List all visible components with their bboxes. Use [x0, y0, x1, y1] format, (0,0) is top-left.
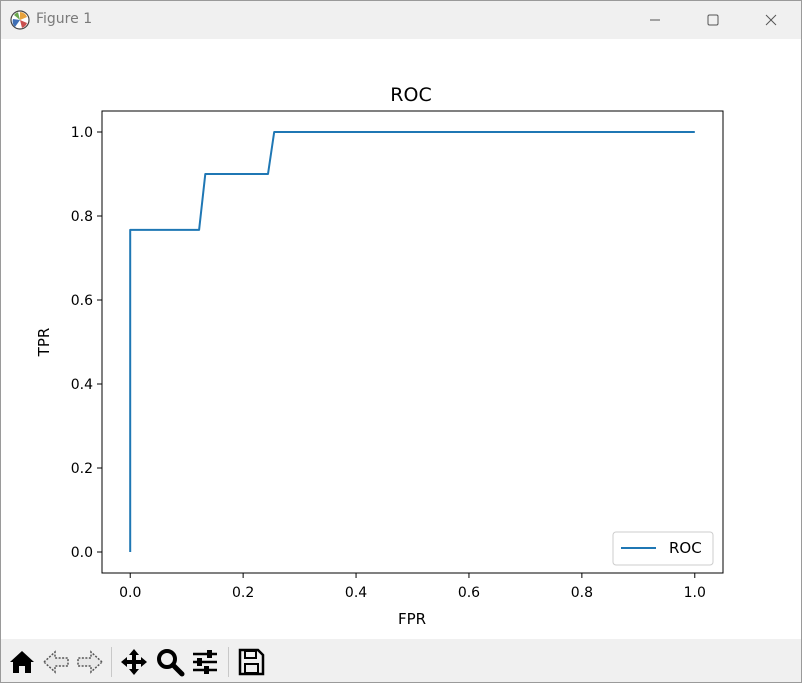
- close-icon: [765, 14, 777, 26]
- save-floppy-icon: [238, 648, 265, 676]
- pan-move-icon: [121, 649, 147, 675]
- pan-button[interactable]: [119, 647, 149, 677]
- x-tick-label: 0.8: [571, 585, 593, 601]
- save-button[interactable]: [236, 647, 266, 677]
- y-tick-label: 1.0: [71, 125, 93, 141]
- configure-subplots-icon: [193, 650, 217, 674]
- home-icon: [10, 651, 34, 673]
- y-tick-label: 0.6: [71, 293, 93, 309]
- legend: ROC: [612, 531, 714, 566]
- maximize-button[interactable]: [690, 1, 736, 39]
- zoom-button[interactable]: [155, 647, 185, 677]
- zoom-magnifier-icon: [157, 649, 185, 677]
- window-title: Figure 1: [36, 11, 93, 27]
- matplotlib-app-icon: [10, 10, 30, 30]
- y-tick-label: 0.0: [71, 545, 93, 561]
- minimize-button[interactable]: [632, 1, 678, 39]
- maximize-icon: [707, 14, 719, 26]
- chart-title: ROC: [390, 84, 431, 106]
- x-tick-label: 0.6: [458, 585, 480, 601]
- roc-series-line: [129, 131, 695, 552]
- y-tick-label: 0.8: [71, 209, 93, 225]
- back-button[interactable]: [41, 647, 71, 677]
- y-tick-label: 0.2: [71, 461, 93, 477]
- toolbar-separator: [111, 647, 112, 677]
- y-axis-label: TPR: [35, 328, 53, 358]
- navigation-toolbar: [1, 639, 801, 682]
- back-arrow-icon: [42, 650, 69, 674]
- figure-canvas[interactable]: ROC 0.0 0.2 0.4 0.6 0.8 1.0 0.0 0.2 0.4 0.6 0.8 1.0…: [1, 39, 801, 639]
- minimize-icon: [650, 19, 660, 21]
- title-bar: Figure 1: [1, 1, 801, 39]
- x-axis-label: FPR: [398, 610, 426, 628]
- x-tick-label: 0.0: [119, 585, 141, 601]
- axes-frame: [101, 110, 724, 574]
- close-button[interactable]: [748, 1, 794, 39]
- configure-subplots-button[interactable]: [190, 647, 220, 677]
- roc-chart: ROC 0.0 0.2 0.4 0.6 0.8 1.0 0.0 0.2 0.4 0.6 0.8 1.0…: [35, 84, 724, 628]
- x-tick-label: 0.4: [345, 585, 367, 601]
- home-button[interactable]: [7, 647, 37, 677]
- forward-arrow-icon: [77, 650, 104, 674]
- x-tick-label: 1.0: [684, 585, 706, 601]
- y-tick-label: 0.4: [71, 377, 93, 393]
- forward-button[interactable]: [75, 647, 105, 677]
- legend-label: ROC: [669, 539, 702, 557]
- toolbar-separator: [228, 647, 229, 677]
- x-tick-label: 0.2: [232, 585, 254, 601]
- legend-box: [612, 531, 714, 566]
